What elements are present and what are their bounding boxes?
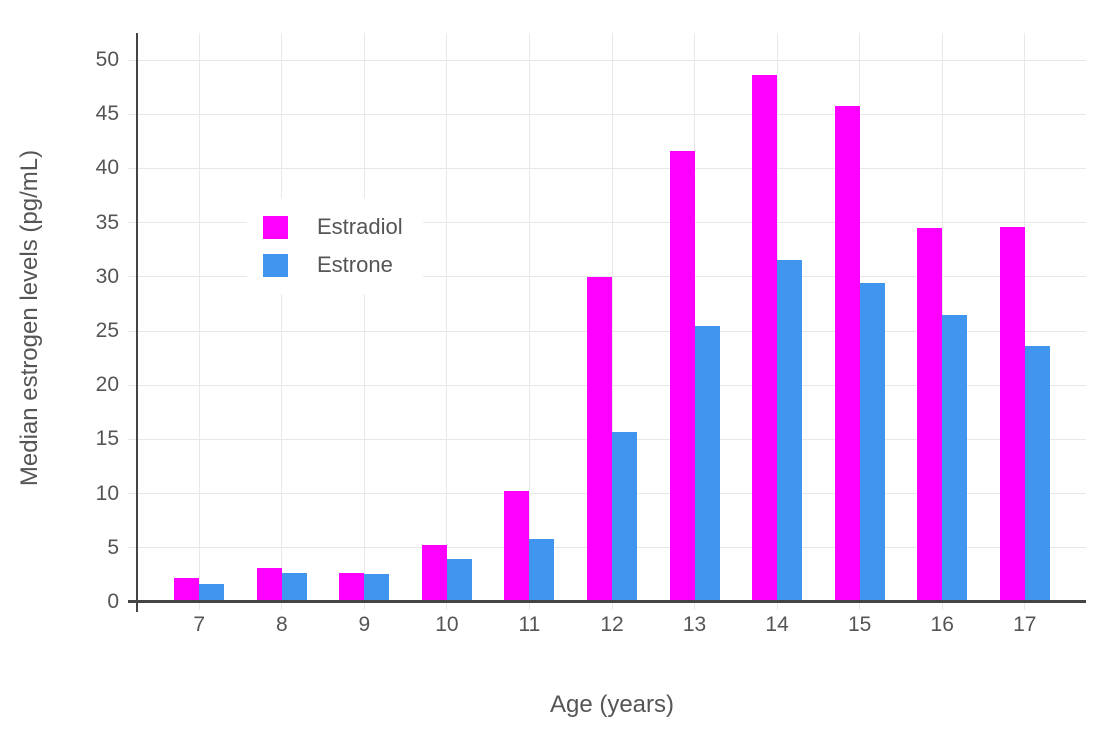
category-slot-9 <box>323 33 406 602</box>
bar-estradiol-age-14[interactable] <box>752 75 778 602</box>
category-slot-12 <box>571 33 654 602</box>
y-tick-label-50: 50 <box>95 48 119 72</box>
bar-estrone-age-15[interactable] <box>859 283 885 602</box>
bar-estradiol-age-16[interactable] <box>917 228 943 602</box>
bar-estrone-age-13[interactable] <box>694 325 720 602</box>
legend-item-estrone[interactable]: Estrone <box>263 246 403 284</box>
bar-estrone-age-14[interactable] <box>777 259 803 602</box>
bar-estrone-age-17[interactable] <box>1024 346 1050 602</box>
bars-container <box>138 33 1086 602</box>
y-tick-label-30: 30 <box>95 264 119 288</box>
bar-estradiol-age-12[interactable] <box>587 276 612 602</box>
v-gridline-7 <box>198 33 200 610</box>
y-tick-label-35: 35 <box>95 210 119 234</box>
y-axis-tick-labels: 0 5 10 15 20 25 30 35 40 45 50 <box>0 33 128 613</box>
v-gridline-9 <box>363 33 365 610</box>
category-slot-11 <box>488 33 571 602</box>
category-slot-10 <box>406 33 489 602</box>
category-slot-8 <box>241 33 324 602</box>
legend: Estradiol Estrone <box>247 198 423 294</box>
bar-estradiol-age-11[interactable] <box>504 491 530 602</box>
x-tick-label-11: 11 <box>518 613 541 636</box>
h-gridline-40 <box>128 167 1086 169</box>
estrone-swatch-icon <box>263 253 288 277</box>
category-slot-7 <box>158 33 241 602</box>
bar-estrone-age-9[interactable] <box>364 573 390 602</box>
x-tick-label-10: 10 <box>435 613 459 636</box>
h-gridline-35 <box>128 222 1086 224</box>
legend-label-estrone: Estrone <box>317 252 393 277</box>
bar-estrone-age-10[interactable] <box>446 558 472 602</box>
x-tick-label-14: 14 <box>765 613 789 636</box>
v-gridline-8 <box>281 33 283 610</box>
legend-item-estradiol[interactable]: Estradiol <box>263 208 403 246</box>
x-axis-tick-labels: 7 8 9 10 11 12 13 14 15 16 17 <box>138 613 1086 637</box>
plot-area <box>128 33 1086 612</box>
category-slot-15 <box>818 33 901 602</box>
x-tick-label-16: 16 <box>930 613 954 636</box>
bar-estrone-age-16[interactable] <box>942 314 968 602</box>
y-tick-label-15: 15 <box>95 427 119 451</box>
x-axis-line <box>128 600 1086 603</box>
y-tick-label-0: 0 <box>107 590 119 613</box>
category-slot-13 <box>653 33 736 602</box>
y-tick-label-10: 10 <box>95 481 119 505</box>
y-tick-label-40: 40 <box>95 156 119 180</box>
bar-estradiol-age-9[interactable] <box>339 572 365 602</box>
category-slot-14 <box>736 33 819 602</box>
bar-estradiol-age-17[interactable] <box>999 227 1025 602</box>
estradiol-swatch-icon <box>263 215 288 239</box>
bar-estradiol-age-10[interactable] <box>421 544 447 602</box>
bar-estrone-age-12[interactable] <box>612 431 637 602</box>
x-tick-label-12: 12 <box>600 613 624 636</box>
category-slot-17 <box>983 33 1066 602</box>
x-tick-label-17: 17 <box>1013 613 1037 636</box>
category-slot-16 <box>901 33 984 602</box>
x-tick-label-9: 9 <box>358 613 371 636</box>
bar-estradiol-age-7[interactable] <box>174 578 200 602</box>
y-tick-label-25: 25 <box>95 319 119 343</box>
y-tick-label-5: 5 <box>107 535 119 559</box>
x-axis-title: Age (years) <box>549 691 675 718</box>
y-tick-label-45: 45 <box>95 102 119 126</box>
x-tick-label-7: 7 <box>193 613 206 636</box>
x-tick-label-13: 13 <box>682 613 707 636</box>
v-gridline-12 <box>611 33 613 610</box>
bar-estrone-age-8[interactable] <box>281 572 307 602</box>
bar-estradiol-age-15[interactable] <box>834 105 860 602</box>
bar-estrone-age-11[interactable] <box>529 539 555 602</box>
y-tick-label-20: 20 <box>95 373 119 397</box>
v-gridline-11 <box>528 33 530 610</box>
h-gridline-45 <box>128 113 1086 115</box>
bar-estradiol-age-13[interactable] <box>669 151 695 602</box>
legend-label-estradiol: Estradiol <box>317 214 403 239</box>
v-gridline-10 <box>446 33 448 610</box>
bar-estradiol-age-8[interactable] <box>256 568 282 602</box>
y-axis-line <box>136 33 138 612</box>
x-tick-label-15: 15 <box>847 613 872 636</box>
bar-estrone-age-7[interactable] <box>199 583 225 602</box>
x-tick-label-8: 8 <box>275 613 288 636</box>
h-gridline-50 <box>128 59 1086 61</box>
